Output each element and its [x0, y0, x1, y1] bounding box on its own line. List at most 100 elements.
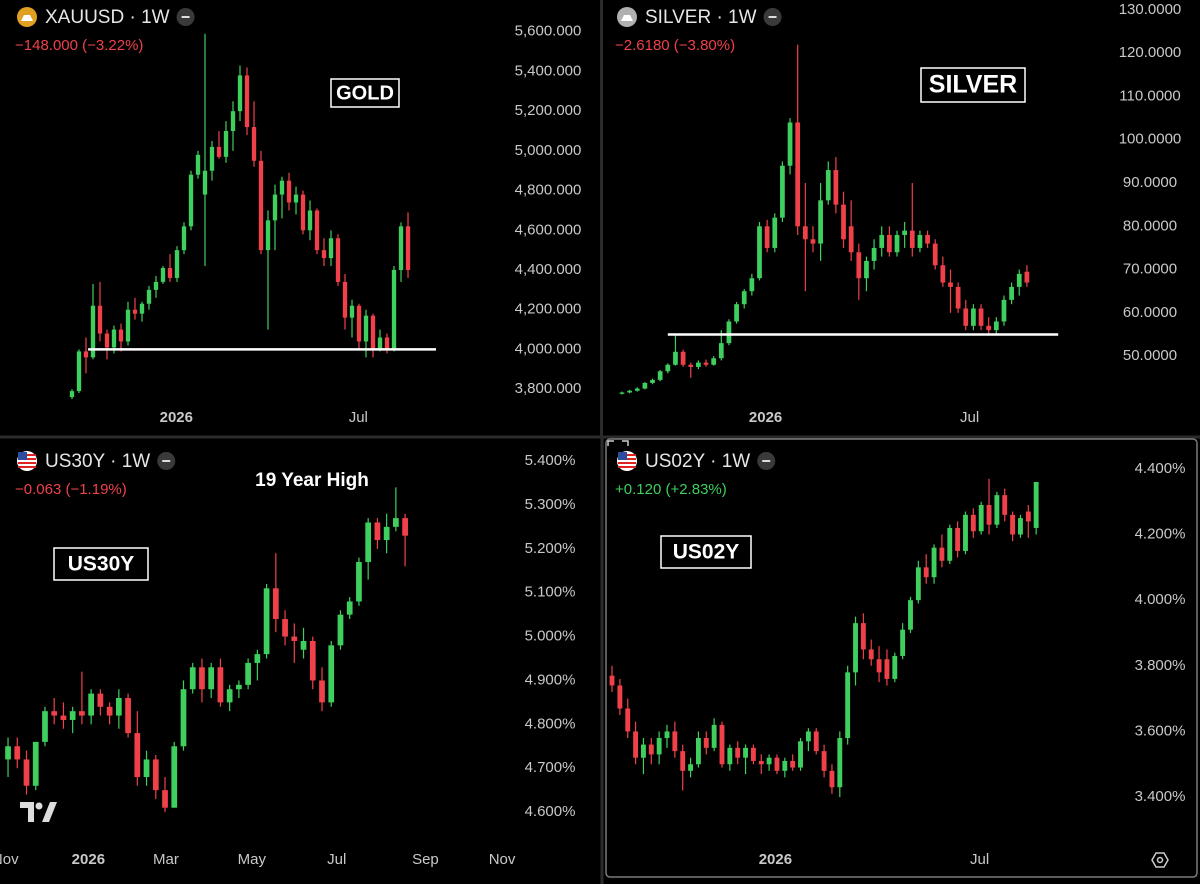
corner-marker	[607, 440, 629, 446]
candle-body	[143, 759, 150, 777]
candle-body	[656, 738, 662, 755]
candle-body	[293, 194, 299, 203]
candle-body	[932, 243, 938, 266]
candle-body	[188, 174, 194, 227]
candle-body	[894, 234, 900, 253]
candle-body	[1016, 273, 1022, 287]
candle-body	[384, 337, 390, 350]
candle-body	[719, 724, 725, 765]
candle-body	[665, 364, 671, 372]
candle-body	[871, 247, 877, 261]
candle-body	[226, 689, 233, 703]
y-tick-label: 5.400%	[525, 452, 576, 469]
candle-body	[971, 308, 976, 326]
candle-body	[244, 75, 250, 128]
candle-body	[641, 744, 646, 758]
candle-body	[263, 588, 270, 655]
chart-panel: 5.400% 5.300% 5.200% 5.100% 5.000% 4.900% 4.80…	[0, 451, 575, 868]
candle-body	[673, 351, 678, 365]
candle-body	[342, 281, 348, 318]
candle-body	[167, 268, 173, 278]
candle-body	[619, 392, 625, 394]
candle-body	[735, 747, 741, 758]
candle-body	[300, 640, 307, 650]
candle-body	[688, 364, 694, 367]
y-tick-label: 5,600.000	[515, 23, 582, 40]
candle-body	[209, 146, 215, 171]
candle-body	[365, 522, 372, 562]
y-tick-label: 100.0000	[1119, 131, 1182, 148]
candle-body	[146, 289, 152, 304]
candle-body	[69, 391, 75, 398]
label-text: SILVER	[929, 71, 1017, 99]
candle-body	[650, 379, 655, 383]
candle-body	[153, 281, 159, 290]
flag-stripe	[18, 462, 36, 464]
candle-body	[118, 329, 124, 342]
candle-body	[802, 226, 808, 240]
candle-body	[884, 659, 890, 679]
candle-body	[23, 759, 30, 786]
candle-body	[174, 250, 180, 278]
candle-body	[908, 600, 913, 630]
candle-body	[162, 790, 168, 808]
label-text: GOLD	[336, 82, 394, 104]
candle-body	[856, 252, 862, 279]
candle-body	[741, 291, 747, 305]
candle-body	[1001, 299, 1007, 322]
candle-body	[374, 522, 381, 541]
candle-body	[237, 75, 243, 112]
x-tick-label: Jul	[327, 851, 346, 868]
settings-icon[interactable]	[1151, 852, 1169, 868]
candle-body	[978, 504, 984, 532]
candle-body	[688, 764, 694, 771]
y-tick-label: 50.0000	[1123, 347, 1177, 364]
candle-body	[718, 343, 724, 359]
chart-panel: 130.0000 120.0000 110.0000 100.0000 90.0000 8…	[615, 1, 1181, 426]
candle-body	[217, 667, 224, 703]
candle-body	[703, 738, 709, 748]
candle-body	[609, 675, 615, 686]
candle-body	[917, 234, 923, 248]
candle-body	[868, 649, 874, 660]
candle-body	[349, 305, 355, 318]
candle-body	[750, 747, 756, 761]
symbol-title: US30Y · 1W	[45, 451, 150, 472]
candle-body	[648, 744, 654, 755]
candle-body	[223, 131, 229, 157]
candle-body	[963, 308, 969, 326]
candle-body	[787, 122, 793, 166]
candle-body	[328, 238, 334, 259]
candle-body	[879, 234, 885, 248]
candle-body	[125, 309, 131, 342]
y-tick-label: 5.300%	[525, 496, 576, 513]
candle-body	[1033, 482, 1039, 528]
plot	[5, 487, 408, 813]
candle-body	[634, 388, 640, 391]
y-tick-label: 3,800.000	[515, 380, 582, 397]
candle-body	[994, 495, 1000, 525]
candle-body	[346, 601, 353, 615]
candle-body	[328, 645, 335, 703]
candle-body	[743, 747, 748, 758]
x-tick-label: 2026	[749, 409, 782, 426]
candle-body	[32, 741, 39, 786]
candle-body	[657, 371, 663, 380]
candle-body	[887, 234, 892, 253]
candle-body	[940, 265, 946, 283]
candle-body	[314, 210, 320, 251]
x-tick-label: Mar	[153, 851, 179, 868]
x-tick-label: 2026	[72, 851, 105, 868]
label-box	[920, 67, 1026, 103]
candle-body	[955, 527, 961, 551]
symbol-title: SILVER · 1W	[645, 7, 757, 28]
label-box	[660, 535, 752, 569]
candle-body	[171, 746, 178, 808]
candle-body	[199, 667, 205, 690]
candle-body	[963, 514, 968, 551]
label-box	[53, 547, 149, 581]
candle-body	[970, 514, 976, 532]
candle-body	[696, 362, 701, 367]
candle-body	[181, 226, 187, 251]
candle-body	[833, 170, 839, 205]
